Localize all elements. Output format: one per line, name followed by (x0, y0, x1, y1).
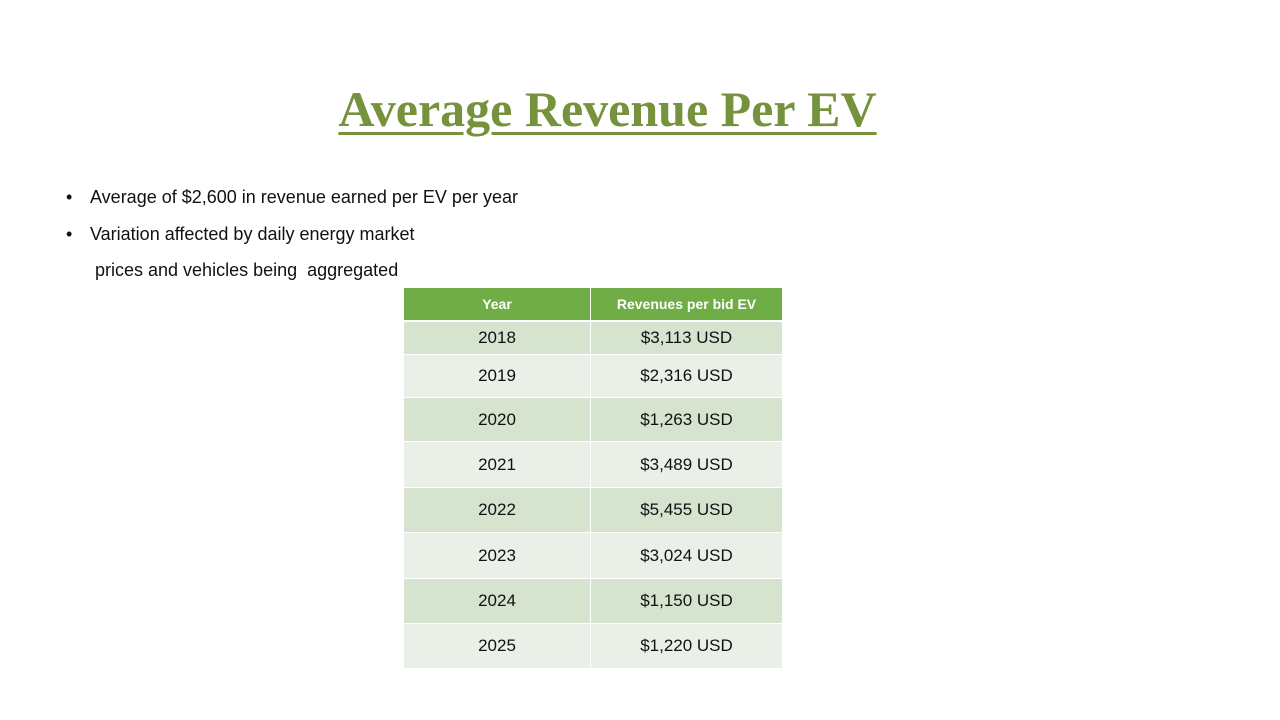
table-cell: 2023 (404, 533, 591, 578)
table-cell: $3,489 USD (640, 454, 733, 474)
table-row: 2024 $1,150 USD (404, 578, 782, 623)
table-cell: $1,220 USD (640, 636, 733, 655)
table-cell: $3,024 USD (640, 545, 733, 565)
table-cell: 2019 (404, 355, 591, 397)
table-cell: $5,455 USD (640, 500, 733, 519)
table-cell: 2020 (404, 398, 591, 441)
bullet-continuation: prices and vehicles being aggregated (95, 260, 399, 280)
table-header: Year Revenues per bid EV (404, 288, 782, 320)
table-cell: 2024 (404, 579, 591, 623)
table-row: 2023 $3,024 USD (404, 532, 782, 578)
table-row: 2019 $2,316 USD (404, 354, 782, 397)
table-row: 2020 $1,263 USD (404, 397, 782, 441)
bullet-text: Variation affected by daily energy marke… (90, 224, 415, 244)
header-cell: Revenues per bid EV (591, 288, 782, 320)
bullet-text: Average of $2,600 in revenue earned per … (90, 187, 518, 207)
table-row: 2022 $5,455 USD (404, 487, 782, 532)
table-cell: $3,113 USD (640, 328, 733, 347)
table: Year Revenues per bid EV 2018 $3,113 USD 201… (404, 288, 782, 668)
header-cell: Year (404, 288, 591, 320)
table-row: 2018 $3,113 USD (404, 322, 782, 354)
table-cell: $1,263 USD (640, 409, 733, 429)
bullet: • Average of $2,600 in revenue earned per… (66, 187, 518, 207)
table-cell: $1,150 USD (640, 591, 733, 610)
table-cell: 2022 (404, 488, 591, 532)
table-cell: 2025 (404, 624, 591, 668)
table-cell: $2,316 USD (640, 366, 733, 385)
title: Average Revenue Per EV (338, 81, 877, 137)
table-row: 2021 $3,489 USD (404, 441, 782, 487)
bullet: • Variation affected by daily energy mark… (66, 224, 415, 244)
table-cell: 2021 (404, 442, 591, 487)
table-row: 2025 $1,220 USD (404, 623, 782, 668)
table-cell: 2018 (404, 322, 591, 354)
